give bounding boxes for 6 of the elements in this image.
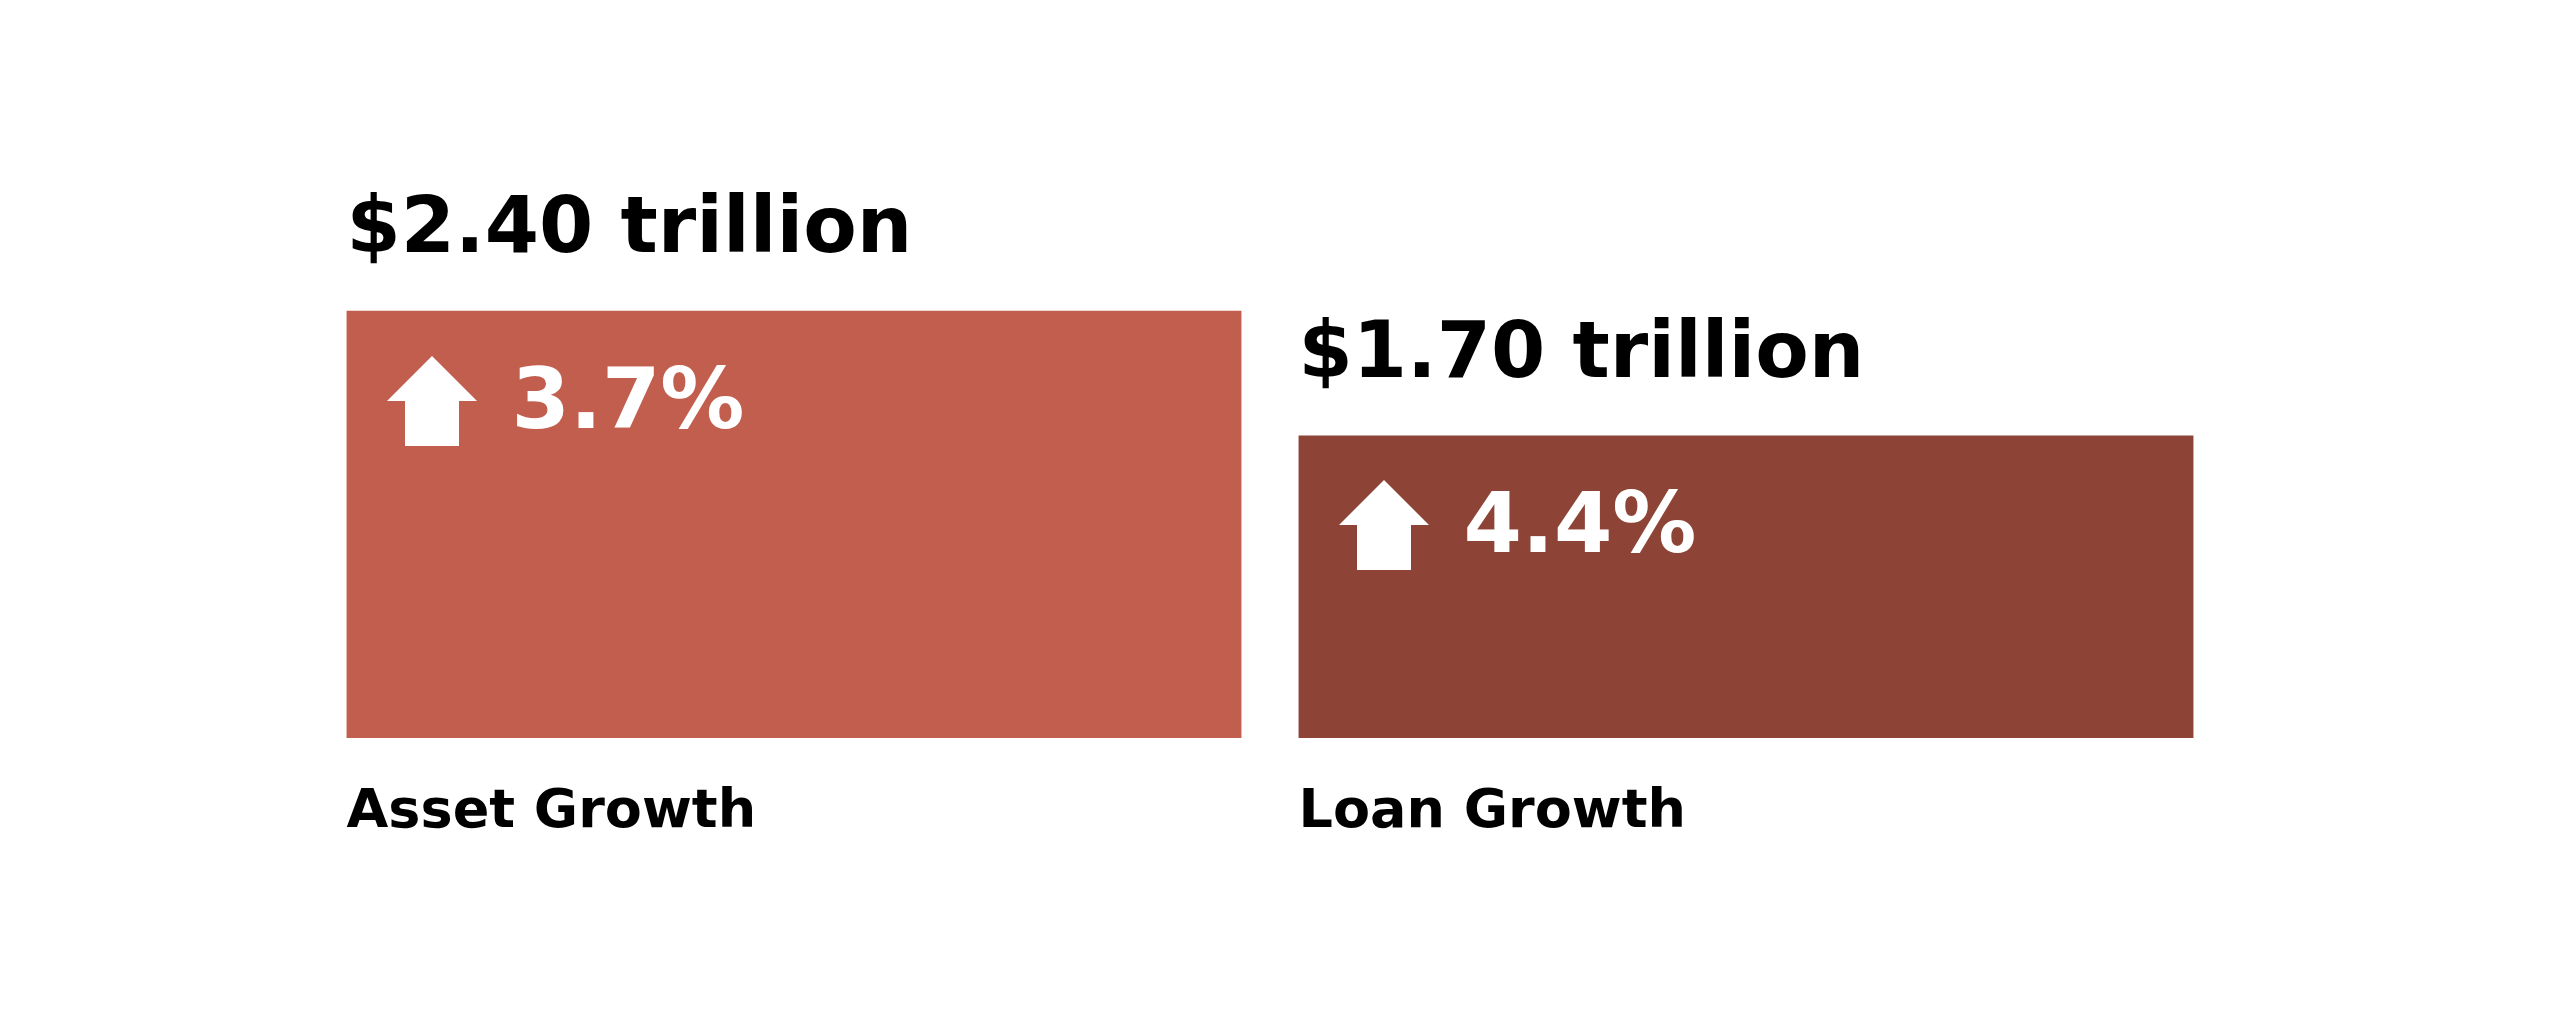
annotation: 3.7% (511, 349, 745, 448)
data-label: $1.70 trillion (1298, 304, 1865, 395)
x-tick-label: Loan Growth (1298, 777, 1686, 841)
x-tick-label: Asset Growth (346, 777, 757, 841)
annotation: 4.4% (1463, 474, 1697, 573)
data-label: $2.40 trillion (346, 180, 913, 271)
